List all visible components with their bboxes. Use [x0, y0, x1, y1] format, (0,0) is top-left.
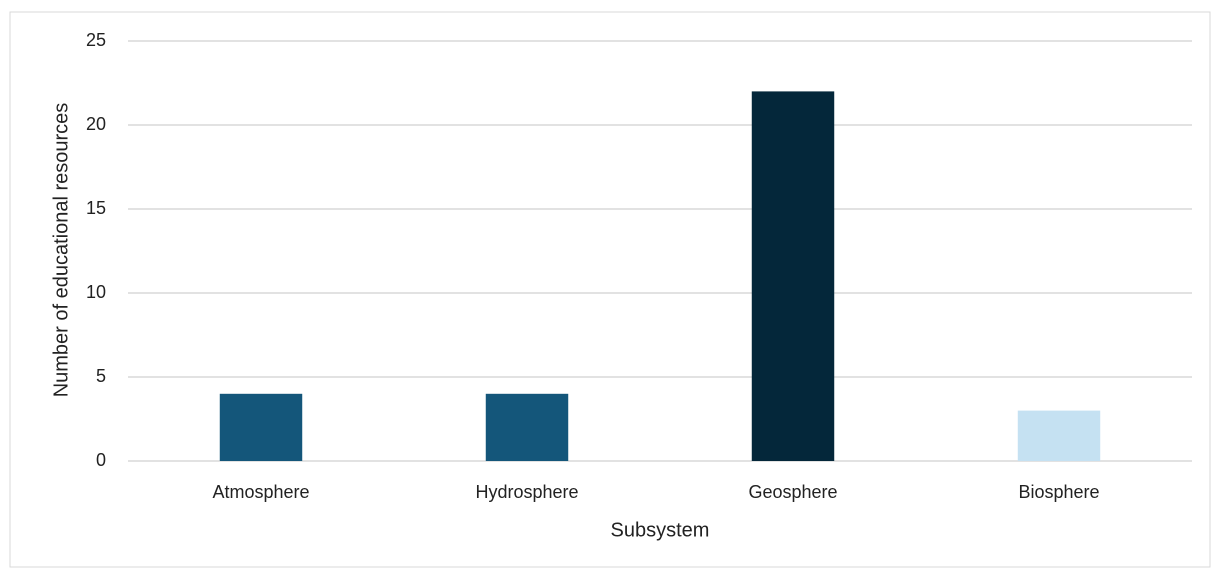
bar [751, 91, 835, 462]
y-axis-label: Number of educational resources [50, 103, 72, 398]
y-tick-label: 25 [86, 30, 106, 50]
x-tick-label: Atmosphere [212, 482, 309, 502]
bar [485, 393, 569, 461]
x-tick-label: Biosphere [1018, 482, 1099, 502]
y-tick-label: 10 [86, 282, 106, 302]
y-tick-label: 20 [86, 114, 106, 134]
y-tick-label: 15 [86, 198, 106, 218]
x-axis-label: Subsystem [611, 519, 710, 541]
bar [219, 393, 303, 461]
chart-frame [9, 11, 1211, 568]
x-tick-label: Geosphere [748, 482, 837, 502]
x-tick-label: Hydrosphere [475, 482, 578, 502]
bar [1017, 410, 1101, 461]
y-tick-label: 0 [96, 450, 106, 470]
y-tick-label: 5 [96, 366, 106, 386]
